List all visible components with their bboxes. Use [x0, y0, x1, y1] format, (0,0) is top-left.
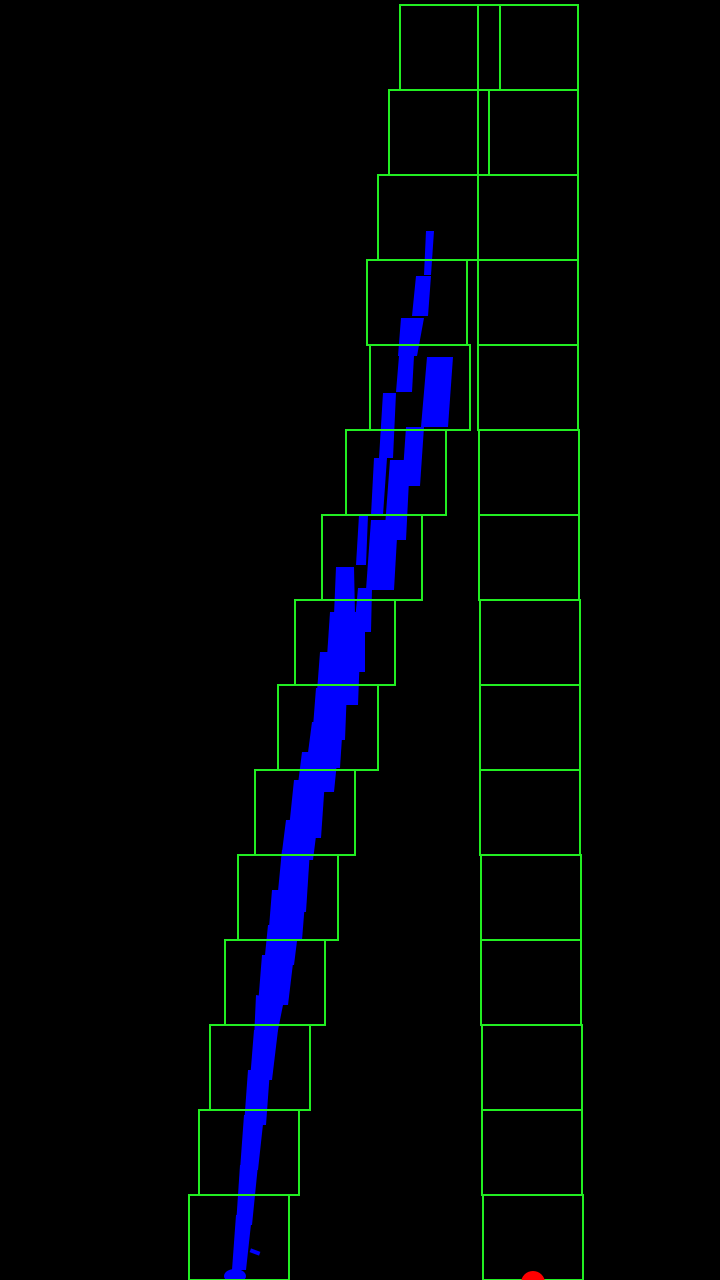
right-window [477, 4, 579, 91]
left-window [399, 4, 501, 91]
sliding-windows [188, 4, 584, 1280]
red-dot-icon [521, 1271, 545, 1280]
left-lane-pixels [224, 231, 453, 1280]
